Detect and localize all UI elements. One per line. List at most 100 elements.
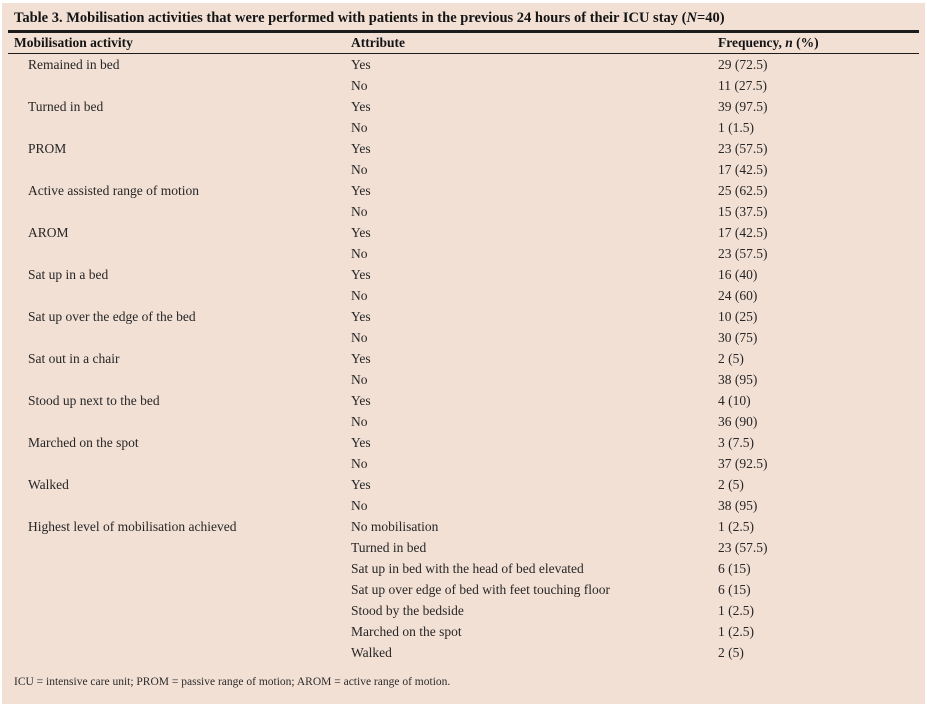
activity-cell: Remained in bed	[28, 57, 120, 72]
attribute-cell: Marched on the spot	[351, 624, 462, 639]
frequency-cell: 6 (15)	[718, 561, 751, 576]
frequency-cell: 39 (97.5)	[718, 99, 768, 114]
table-row: No 15 (37.5)	[2, 201, 925, 222]
frequency-cell: 1 (2.5)	[718, 519, 754, 534]
frequency-cell: 23 (57.5)	[718, 540, 768, 555]
activity-cell	[14, 369, 351, 390]
table-row: AROM Yes 17 (42.5)	[2, 222, 925, 243]
attribute-cell: Yes	[351, 225, 371, 240]
frequency-header-n-italic: n	[785, 34, 793, 50]
attribute-cell: No	[351, 498, 368, 513]
table-row: Active assisted range of motion Yes 25 (62…	[2, 180, 925, 201]
top-rule	[8, 30, 919, 33]
table-row: No 36 (90)	[2, 411, 925, 432]
attribute-cell: Yes	[351, 57, 371, 72]
table-body: Remained in bed Yes 29 (72.5) No 11 (27.5) Tu…	[2, 54, 925, 663]
frequency-cell: 23 (57.5)	[718, 246, 768, 261]
table-row: Turned in bed 23 (57.5)	[2, 537, 925, 558]
frequency-cell: 24 (60)	[718, 288, 758, 303]
activity-cell	[14, 495, 351, 516]
table-title: Table 3. Mobilisation activities that we…	[2, 3, 925, 28]
activity-cell: Active assisted range of motion	[28, 183, 199, 198]
activity-cell	[14, 75, 351, 96]
frequency-header-suffix: (%)	[792, 34, 819, 50]
attribute-cell: Yes	[351, 351, 371, 366]
activity-cell	[14, 159, 351, 180]
attribute-cell: Yes	[351, 435, 371, 450]
frequency-header-text: Frequency,	[718, 34, 786, 50]
frequency-cell: 3 (7.5)	[718, 435, 754, 450]
frequency-cell: 1 (2.5)	[718, 603, 754, 618]
attribute-cell: Yes	[351, 99, 371, 114]
frequency-cell: 1 (2.5)	[718, 624, 754, 639]
table-row: Sat out in a chair Yes 2 (5)	[2, 348, 925, 369]
table-row: Sat up over the edge of the bed Yes 10 (25…	[2, 306, 925, 327]
activity-cell: Sat out in a chair	[28, 351, 120, 366]
frequency-cell: 17 (42.5)	[718, 162, 768, 177]
attribute-cell: Yes	[351, 267, 371, 282]
activity-cell	[14, 285, 351, 306]
frequency-cell: 38 (95)	[718, 372, 758, 387]
attribute-cell: No mobilisation	[351, 519, 439, 534]
activity-cell: AROM	[28, 225, 69, 240]
activity-cell: Marched on the spot	[28, 435, 139, 450]
attribute-cell: No	[351, 246, 368, 261]
table-row: Stood by the bedside 1 (2.5)	[2, 600, 925, 621]
activity-cell	[14, 600, 351, 621]
attribute-cell: No	[351, 204, 368, 219]
activity-cell: Stood up next to the bed	[28, 393, 160, 408]
attribute-cell: No	[351, 372, 368, 387]
activity-cell	[14, 201, 351, 222]
table-row: No 38 (95)	[2, 369, 925, 390]
attribute-cell: No	[351, 414, 368, 429]
frequency-cell: 2 (5)	[718, 645, 744, 660]
frequency-cell: 2 (5)	[718, 351, 744, 366]
frequency-cell: 25 (62.5)	[718, 183, 768, 198]
frequency-cell: 30 (75)	[718, 330, 758, 345]
table-row: No 17 (42.5)	[2, 159, 925, 180]
table-row: No 1 (1.5)	[2, 117, 925, 138]
activity-cell	[14, 642, 351, 663]
activity-cell	[14, 537, 351, 558]
activity-cell: Sat up in a bed	[28, 267, 109, 282]
activity-cell: PROM	[28, 141, 67, 156]
attribute-cell: No	[351, 288, 368, 303]
table-row: Walked Yes 2 (5)	[2, 474, 925, 495]
activity-cell: Highest level of mobilisation achieved	[28, 519, 237, 534]
attribute-cell: No	[351, 78, 368, 93]
attribute-cell: No	[351, 120, 368, 135]
frequency-cell: 37 (92.5)	[718, 456, 768, 471]
activity-cell: Walked	[28, 477, 69, 492]
table-row: No 24 (60)	[2, 285, 925, 306]
table-row: Sat up in bed with the head of bed eleva…	[2, 558, 925, 579]
activity-cell	[14, 243, 351, 264]
activity-cell: Sat up over the edge of the bed	[28, 309, 196, 324]
table-row: PROM Yes 23 (57.5)	[2, 138, 925, 159]
attribute-cell: Yes	[351, 477, 371, 492]
frequency-cell: 6 (15)	[718, 582, 751, 597]
table-row: No 30 (75)	[2, 327, 925, 348]
table-row: Highest level of mobilisation achieved No…	[2, 516, 925, 537]
table-footnote: ICU = intensive care unit; PROM = passiv…	[14, 676, 451, 688]
frequency-cell: 4 (10)	[718, 393, 751, 408]
activity-cell	[14, 621, 351, 642]
frequency-cell: 36 (90)	[718, 414, 758, 429]
table-row: No 37 (92.5)	[2, 453, 925, 474]
table-row: No 11 (27.5)	[2, 75, 925, 96]
attribute-cell: Yes	[351, 309, 371, 324]
attribute-cell: Yes	[351, 183, 371, 198]
attribute-cell: Stood by the bedside	[351, 603, 464, 618]
table-header-row: Mobilisation activity Attribute Frequenc…	[2, 33, 925, 53]
table-row: Remained in bed Yes 29 (72.5)	[2, 54, 925, 75]
table-panel: Table 3. Mobilisation activities that we…	[2, 3, 925, 704]
column-header-frequency: Frequency, n (%)	[718, 33, 919, 53]
table-row: Sat up in a bed Yes 16 (40)	[2, 264, 925, 285]
frequency-cell: 17 (42.5)	[718, 225, 768, 240]
column-header-activity: Mobilisation activity	[14, 34, 133, 50]
frequency-cell: 10 (25)	[718, 309, 758, 324]
table-row: Sat up over edge of bed with feet touchi…	[2, 579, 925, 600]
attribute-cell: No	[351, 456, 368, 471]
activity-cell	[14, 327, 351, 348]
attribute-cell: Sat up over edge of bed with feet touchi…	[351, 582, 611, 597]
attribute-cell: Walked	[351, 645, 392, 660]
